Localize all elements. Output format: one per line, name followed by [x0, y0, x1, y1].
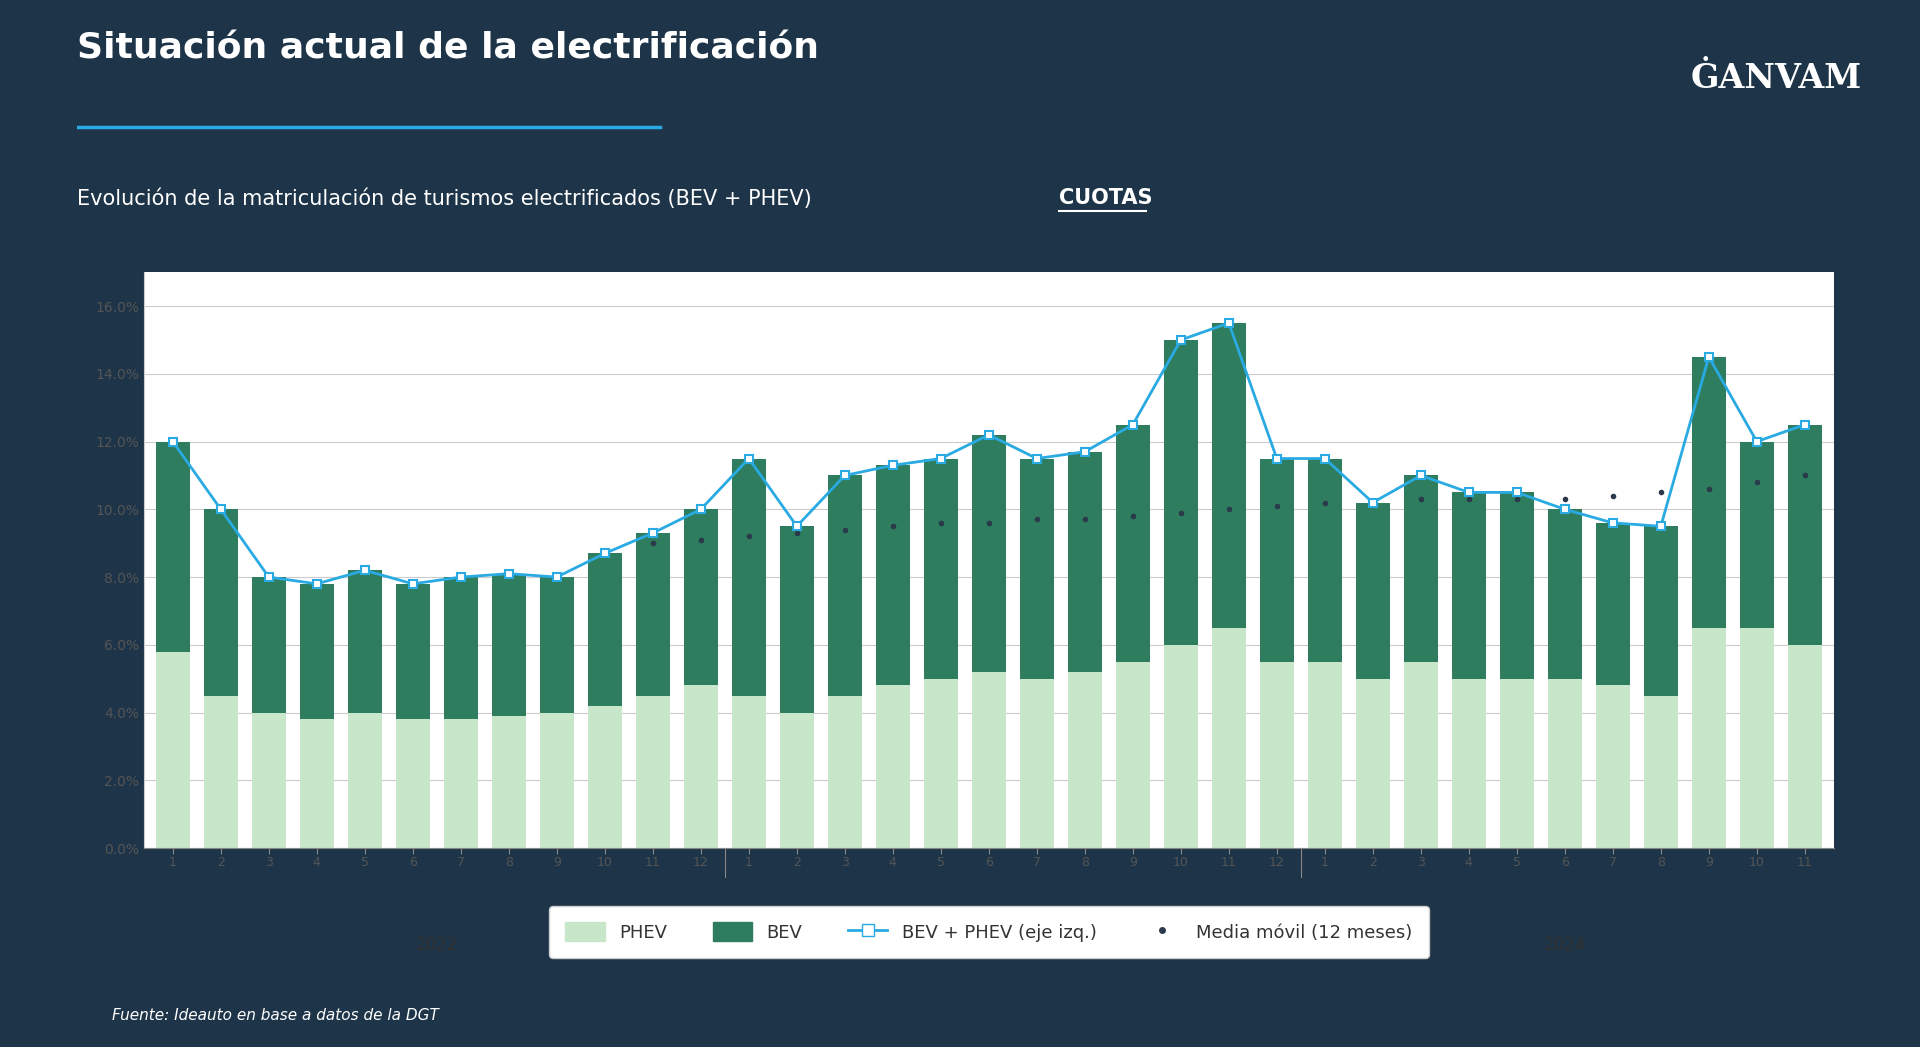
Bar	[492, 574, 526, 716]
Bar	[1020, 678, 1054, 848]
Bar	[780, 527, 814, 713]
Bar	[684, 509, 718, 686]
Bar	[1596, 522, 1630, 686]
Bar	[444, 577, 478, 719]
Bar	[876, 465, 910, 686]
Bar	[1596, 686, 1630, 848]
Bar	[1308, 662, 1342, 848]
Bar	[1164, 340, 1198, 645]
Bar	[300, 719, 334, 848]
Bar	[1164, 645, 1198, 848]
Bar	[636, 533, 670, 695]
Bar	[876, 686, 910, 848]
Bar	[828, 695, 862, 848]
Bar	[1356, 503, 1390, 678]
Text: 2023: 2023	[991, 936, 1035, 954]
Text: CUOTAS: CUOTAS	[1060, 188, 1152, 208]
Bar	[1788, 425, 1822, 645]
Bar	[444, 719, 478, 848]
Bar	[1500, 678, 1534, 848]
Bar	[348, 571, 382, 713]
Bar	[492, 716, 526, 848]
Bar	[1116, 662, 1150, 848]
Bar	[1692, 628, 1726, 848]
Bar	[396, 719, 430, 848]
Bar	[828, 475, 862, 695]
Bar	[1404, 475, 1438, 662]
Bar	[732, 459, 766, 695]
Bar	[1740, 628, 1774, 848]
Bar	[1116, 425, 1150, 662]
Text: Evolución de la matriculación de turismos electrificados (BEV + PHEV): Evolución de la matriculación de turismo…	[77, 188, 831, 209]
Bar	[348, 713, 382, 848]
Bar	[252, 713, 286, 848]
Bar	[1212, 324, 1246, 628]
Bar	[780, 713, 814, 848]
Bar	[1548, 678, 1582, 848]
Bar	[924, 459, 958, 678]
Bar	[1692, 357, 1726, 628]
Bar	[1356, 678, 1390, 848]
Text: Situación actual de la electrificación: Situación actual de la electrificación	[77, 31, 818, 65]
Bar	[924, 678, 958, 848]
Bar	[252, 577, 286, 713]
Bar	[1068, 451, 1102, 672]
Bar	[1308, 459, 1342, 662]
Bar	[588, 554, 622, 706]
Bar	[1548, 509, 1582, 678]
Text: 2024: 2024	[1544, 936, 1586, 954]
Bar	[204, 509, 238, 695]
Bar	[972, 435, 1006, 672]
Bar	[1452, 492, 1486, 678]
Bar	[540, 577, 574, 713]
Bar	[1452, 678, 1486, 848]
Bar	[1020, 459, 1054, 678]
Bar	[684, 686, 718, 848]
Bar	[540, 713, 574, 848]
Bar	[1404, 662, 1438, 848]
Bar	[636, 695, 670, 848]
Bar	[156, 442, 190, 651]
Text: ĠANVAM: ĠANVAM	[1690, 62, 1862, 95]
Bar	[1260, 662, 1294, 848]
Bar	[1260, 459, 1294, 662]
Bar	[300, 584, 334, 719]
Bar	[1500, 492, 1534, 678]
Bar	[1740, 442, 1774, 628]
Bar	[204, 695, 238, 848]
Bar	[732, 695, 766, 848]
Text: Fuente: Ideauto en base a datos de la DGT: Fuente: Ideauto en base a datos de la DG…	[111, 1008, 440, 1023]
Bar	[972, 672, 1006, 848]
Bar	[1068, 672, 1102, 848]
Bar	[1644, 527, 1678, 695]
Bar	[588, 706, 622, 848]
Bar	[396, 584, 430, 719]
Text: 2022: 2022	[415, 936, 459, 954]
Legend: PHEV, BEV, BEV + PHEV (eje izq.), Media móvil (12 meses): PHEV, BEV, BEV + PHEV (eje izq.), Media …	[549, 906, 1428, 958]
Bar	[156, 651, 190, 848]
Bar	[1212, 628, 1246, 848]
Bar	[1788, 645, 1822, 848]
Bar	[1644, 695, 1678, 848]
